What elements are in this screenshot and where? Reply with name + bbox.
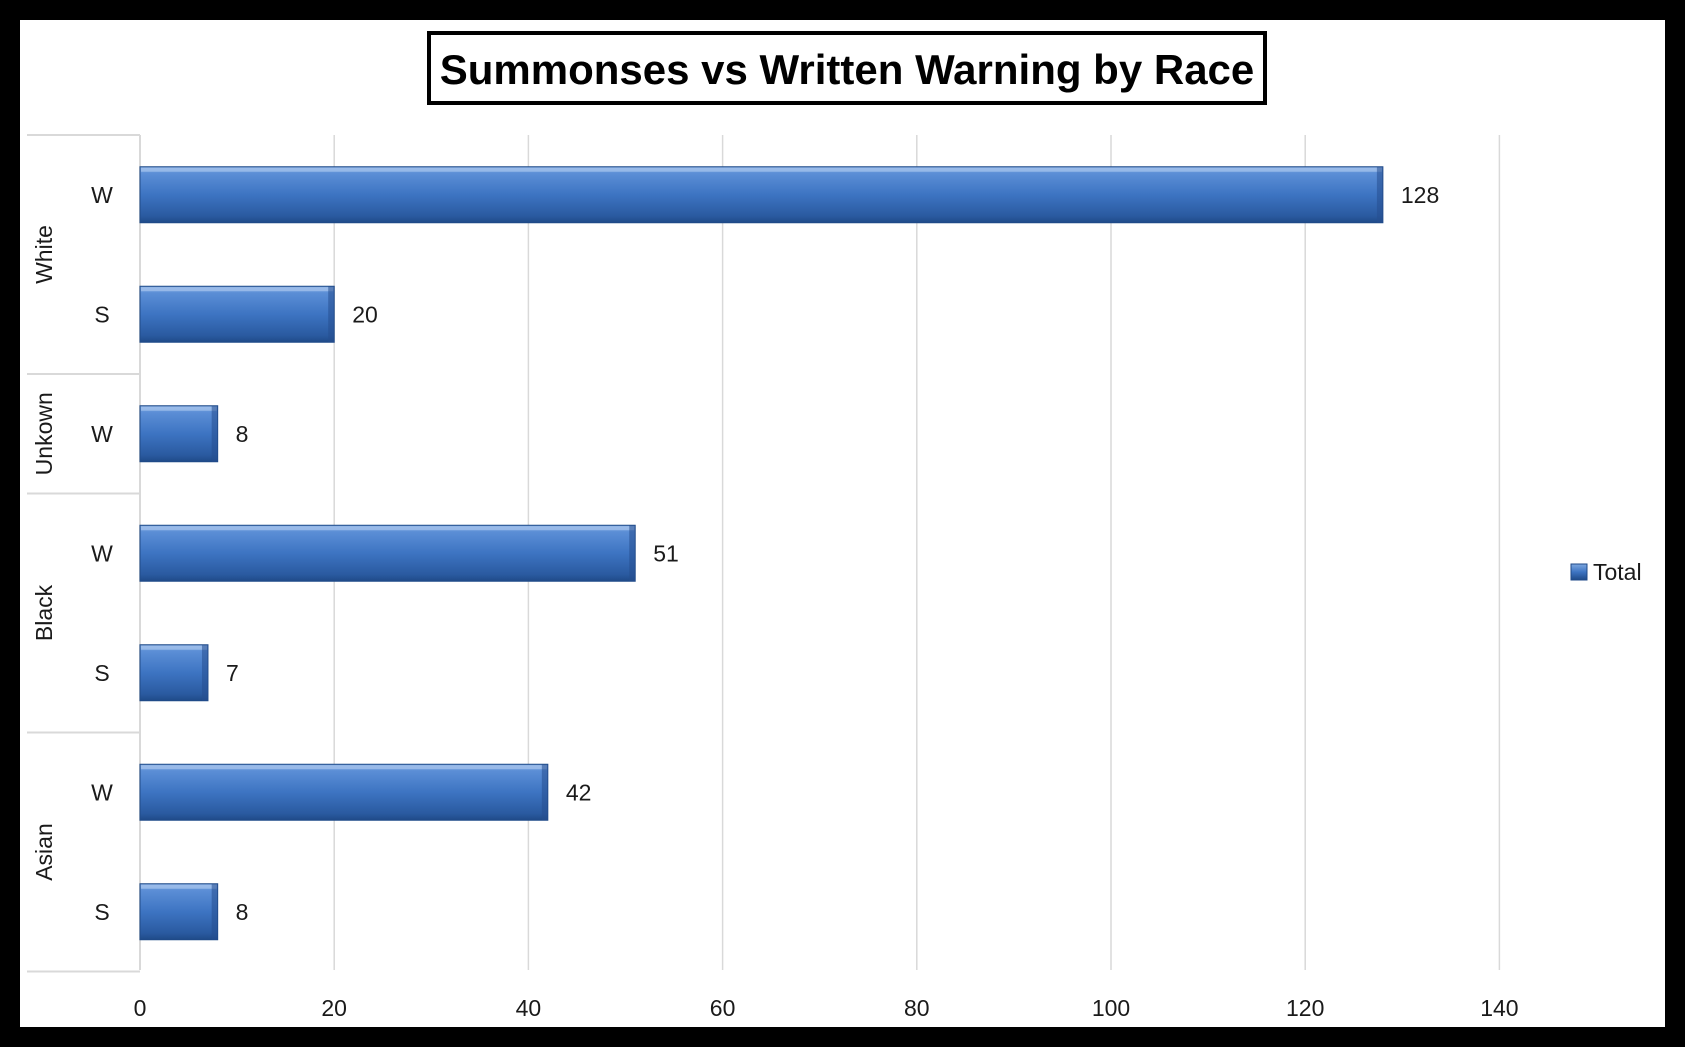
data-label: 8 [236, 899, 249, 925]
x-tick-label: 100 [1092, 995, 1130, 1021]
bar-highlight [141, 884, 217, 889]
x-tick-label: 120 [1286, 995, 1324, 1021]
data-label: 51 [653, 540, 679, 566]
x-tick-label: 80 [904, 995, 930, 1021]
chart-title-border [427, 31, 1267, 105]
x-tick-label: 40 [516, 995, 542, 1021]
bar-highlight [141, 526, 635, 531]
data-label: 42 [566, 779, 592, 805]
bar-edge [201, 644, 208, 701]
bar-highlight [141, 406, 217, 411]
bar-edge [211, 405, 218, 462]
bar-black-w [139, 524, 636, 582]
legend: Total [1570, 559, 1642, 585]
x-tick-label: 140 [1480, 995, 1518, 1021]
chart-title-box: Summonses vs Written Warning by Race [427, 31, 1267, 105]
bar-black-s [139, 644, 209, 702]
bar-white-w [139, 166, 1384, 224]
x-tick-label: 20 [321, 995, 347, 1021]
bar-unkown-w [139, 405, 219, 463]
data-label: 128 [1401, 182, 1439, 208]
category-label: W [91, 779, 113, 805]
bar-edge [328, 286, 335, 343]
category-label: S [94, 660, 109, 686]
legend-swatch [1570, 563, 1588, 581]
bar-edge [211, 883, 218, 940]
data-label: 20 [352, 301, 378, 327]
x-tick-label: 60 [710, 995, 736, 1021]
x-axis-tick-labels: 0 20 40 60 80 100 120 140 [134, 995, 1519, 1021]
group-label-black: Black [31, 584, 57, 641]
group-label-white: White [31, 225, 57, 284]
bar-asian-w [139, 763, 549, 821]
category-labels: W S W W S W S [91, 182, 113, 925]
category-label: W [91, 182, 113, 208]
bar-edge [629, 525, 636, 582]
chart-title: Summonses vs Written Warning by Race [440, 46, 1255, 93]
data-label: 8 [236, 421, 249, 447]
group-label-asian: Asian [31, 823, 57, 881]
bar-highlight [141, 645, 207, 650]
value-labels: 128 20 8 51 7 42 8 [226, 182, 1439, 925]
category-label: W [91, 421, 113, 447]
data-label: 7 [226, 660, 239, 686]
category-label: S [94, 301, 109, 327]
bar-asian-s [139, 883, 219, 941]
bars [139, 166, 1384, 941]
bar-edge [1376, 166, 1383, 223]
bar-white-s [139, 285, 335, 343]
legend-entry-total: Total [1593, 559, 1642, 585]
x-tick-label: 0 [134, 995, 147, 1021]
bar-highlight [141, 287, 334, 292]
category-label: S [94, 899, 109, 925]
group-label-unkown: Unkown [31, 392, 57, 475]
bar-edge [541, 764, 548, 821]
bar-highlight [141, 167, 1382, 172]
category-label: W [91, 540, 113, 566]
bar-highlight [141, 765, 547, 770]
group-labels: White Unkown Black Asian [31, 225, 57, 881]
